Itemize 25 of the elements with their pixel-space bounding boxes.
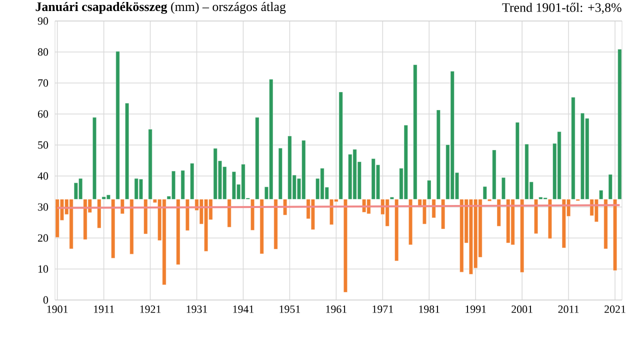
chart-title: Januári csapadékösszeg (mm) – országos átlag (36, 2, 286, 14)
x-tick-label: 1961 (326, 306, 346, 313)
text: Trend 1901-től: +3,8% (502, 2, 622, 14)
x-tick-label: 1901 (47, 306, 68, 313)
y-tick-label: 80 (38, 48, 48, 56)
x-tick-label: 1981 (419, 306, 440, 313)
x-tick-label: 2021 (604, 306, 626, 313)
y-tick-label: 20 (38, 234, 48, 242)
y-tick-label: 90 (38, 17, 48, 25)
y-tick-label: 50 (38, 141, 48, 149)
x-tick-label: 1971 (372, 306, 393, 313)
x-tick-label: 1931 (186, 306, 208, 313)
x-tick-label: 1921 (140, 306, 161, 313)
y-tick-label: 0 (43, 296, 48, 304)
x-tick-label: 1941 (233, 306, 254, 313)
y-tick-label: 70 (38, 79, 48, 87)
x-tick-label: 1911 (94, 306, 114, 313)
x-tick-label: 2001 (512, 306, 532, 313)
x-tick-label: 1991 (466, 306, 486, 313)
y-tick-label: 30 (38, 203, 48, 211)
y-tick-label: 10 (38, 265, 48, 273)
y-tick-label: 40 (38, 172, 48, 180)
x-tick-label: 2011 (558, 306, 579, 313)
x-tick-label: 1951 (280, 306, 300, 313)
y-tick-label: 60 (38, 110, 48, 118)
